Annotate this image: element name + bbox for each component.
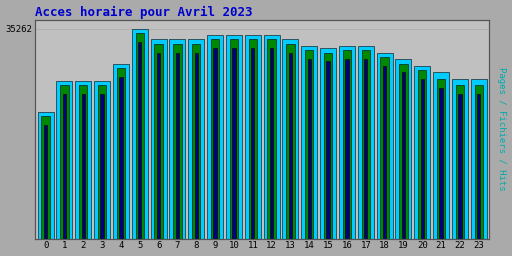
Bar [248,39,257,239]
Bar [320,48,336,239]
Text: Acces horaire pour Avril 2023: Acces horaire pour Avril 2023 [35,6,253,19]
Bar [326,61,330,239]
Bar [230,39,238,239]
Bar [399,63,408,239]
Bar [301,46,317,239]
Bar [56,81,72,239]
Bar [456,86,464,239]
Bar [119,77,122,239]
Bar [132,29,148,239]
Bar [418,70,426,239]
Bar [214,48,217,239]
Bar [75,81,91,239]
Bar [383,66,386,239]
Bar [475,86,483,239]
Bar [211,39,219,239]
Bar [439,88,443,239]
Bar [471,79,487,239]
Bar [154,44,163,239]
Bar [437,79,445,239]
Bar [380,57,389,239]
Bar [192,44,201,239]
Bar [37,112,54,239]
Bar [324,53,332,239]
Bar [343,50,351,239]
Bar [402,72,405,239]
Bar [41,116,50,239]
Bar [94,81,110,239]
Bar [81,94,85,239]
Bar [395,59,412,239]
Bar [136,33,144,239]
Bar [308,59,311,239]
Bar [79,86,88,239]
Bar [477,94,480,239]
Bar [173,44,182,239]
Bar [283,39,298,239]
Bar [339,46,355,239]
Bar [289,53,292,239]
Bar [452,79,468,239]
Bar [98,86,106,239]
Bar [113,63,129,239]
Bar [100,94,104,239]
Bar [226,35,242,239]
Bar [345,59,349,239]
Bar [195,53,198,239]
Bar [267,39,276,239]
Bar [251,48,254,239]
Bar [169,39,185,239]
Bar [44,125,47,239]
Bar [138,42,141,239]
Bar [433,72,449,239]
Bar [151,39,166,239]
Bar [62,94,66,239]
Bar [117,68,125,239]
Bar [364,59,368,239]
Bar [361,50,370,239]
Bar [414,66,430,239]
Bar [358,46,374,239]
Bar [60,86,69,239]
Bar [458,94,462,239]
Bar [420,79,424,239]
Bar [157,53,160,239]
Y-axis label: Pages / Fichiers / Hits: Pages / Fichiers / Hits [498,67,506,191]
Bar [188,39,204,239]
Bar [377,53,393,239]
Bar [264,35,280,239]
Bar [305,50,313,239]
Bar [286,44,294,239]
Bar [270,48,273,239]
Bar [232,48,236,239]
Bar [176,53,179,239]
Bar [207,35,223,239]
Bar [245,35,261,239]
